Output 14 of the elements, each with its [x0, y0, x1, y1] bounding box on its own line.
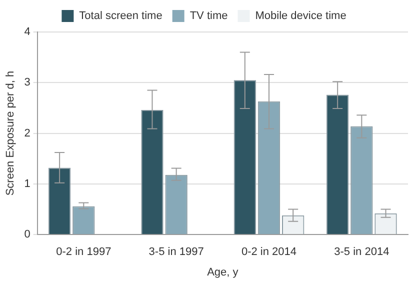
legend-label: TV time — [190, 10, 228, 22]
y-axis-title: Screen Exposure per d, h — [4, 70, 17, 196]
y-tick-label: 2 — [24, 127, 30, 140]
y-tick-label: 4 — [24, 26, 30, 38]
x-tick-label: 3-5 in 2014 — [334, 246, 390, 258]
y-tick-label: 0 — [24, 228, 30, 241]
x-tick-label: 3-5 in 1997 — [148, 246, 204, 258]
y-tick-label: 1 — [24, 178, 30, 190]
y-tick-label: 3 — [24, 76, 30, 89]
x-axis-title: Age, y — [207, 266, 239, 278]
legend-label: Total screen time — [79, 10, 162, 22]
legend-label: Mobile device time — [255, 10, 346, 22]
x-tick-label: 0-2 in 2014 — [241, 246, 297, 258]
x-tick-label: 0-2 in 1997 — [56, 246, 112, 258]
